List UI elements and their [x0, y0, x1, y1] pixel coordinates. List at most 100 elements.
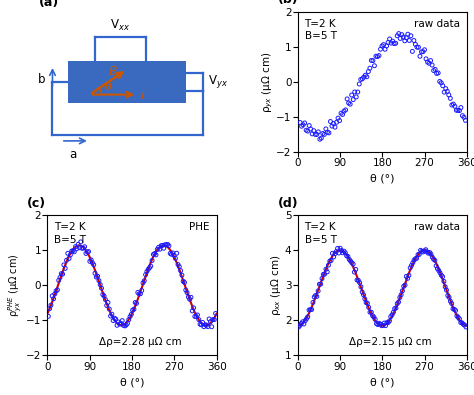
Point: [458, 320, 466, 326]
Point: [92, 274, 100, 280]
Point: [375, 320, 383, 326]
Point: [426, 249, 433, 256]
Point: [332, 248, 340, 255]
Text: T=2 K
B=5 T: T=2 K B=5 T: [54, 222, 86, 245]
Point: [313, 293, 320, 299]
Point: [414, 252, 422, 258]
Point: [164, 241, 172, 248]
Point: [396, 35, 404, 41]
Point: [386, 318, 393, 324]
Point: [296, 322, 304, 329]
Point: [52, 288, 60, 294]
Point: [108, 311, 116, 317]
Point: [104, 299, 112, 306]
Point: [456, 316, 463, 322]
Point: [328, 257, 335, 263]
Point: [418, 248, 426, 254]
Point: [342, 250, 349, 256]
Point: [440, 89, 448, 95]
Point: [397, 292, 405, 298]
Point: [374, 53, 381, 60]
Point: [440, 278, 448, 284]
Point: [305, 307, 313, 313]
Point: [309, 131, 316, 137]
Point: [381, 320, 388, 326]
Point: [298, 320, 305, 327]
Point: [319, 130, 327, 137]
Point: [461, 322, 468, 328]
Point: [438, 80, 445, 86]
Point: [210, 316, 218, 323]
Point: [89, 260, 96, 266]
Point: [408, 262, 415, 269]
Point: [309, 299, 317, 306]
Point: [207, 318, 214, 325]
Point: [405, 272, 413, 278]
Point: [428, 62, 436, 68]
Point: [401, 282, 409, 288]
Point: [101, 296, 109, 303]
Point: [351, 269, 358, 275]
Point: [62, 265, 69, 271]
Point: [146, 265, 153, 271]
Point: [55, 277, 63, 284]
Point: [135, 291, 143, 297]
Point: [369, 312, 376, 319]
Point: [73, 245, 81, 252]
Point: [418, 49, 425, 55]
Point: [317, 281, 325, 287]
Point: [410, 257, 418, 263]
Point: [384, 320, 392, 326]
Point: [379, 322, 387, 329]
Y-axis label: ρ$^{PHE}_{yx}$ (μΩ cm): ρ$^{PHE}_{yx}$ (μΩ cm): [7, 254, 24, 317]
Text: b: b: [38, 73, 46, 86]
Point: [448, 300, 456, 307]
Point: [301, 318, 309, 324]
Point: [137, 291, 144, 297]
Point: [154, 246, 161, 252]
Point: [116, 321, 123, 327]
Point: [331, 124, 339, 130]
Point: [383, 320, 391, 326]
Point: [113, 322, 121, 329]
Point: [367, 309, 375, 315]
Point: [118, 318, 126, 324]
Point: [393, 301, 401, 307]
Point: [416, 53, 424, 59]
Point: [182, 287, 190, 293]
Point: [355, 277, 362, 284]
Point: [130, 306, 138, 312]
Point: [63, 257, 70, 263]
Point: [419, 249, 427, 255]
Y-axis label: ρ$_{yx}$ (μΩ cm): ρ$_{yx}$ (μΩ cm): [260, 51, 275, 113]
Point: [425, 250, 432, 256]
Point: [366, 65, 374, 71]
Point: [325, 262, 332, 268]
Point: [45, 313, 52, 320]
Point: [447, 298, 454, 305]
Point: [316, 136, 324, 142]
Point: [371, 62, 378, 69]
Point: [120, 322, 128, 329]
Point: [365, 304, 373, 310]
Point: [148, 257, 156, 263]
Point: [376, 321, 384, 327]
Point: [416, 251, 423, 258]
Point: [121, 323, 128, 329]
Point: [413, 255, 420, 261]
Point: [363, 73, 371, 80]
Point: [439, 83, 447, 89]
Point: [368, 57, 375, 64]
Point: [337, 245, 344, 252]
Point: [374, 322, 382, 328]
Point: [415, 44, 422, 51]
Point: [424, 59, 431, 65]
Point: [170, 252, 178, 259]
Point: [346, 101, 354, 107]
Text: (b): (b): [277, 0, 298, 6]
Point: [340, 108, 348, 114]
Point: [78, 245, 86, 252]
Point: [318, 135, 325, 141]
Point: [91, 270, 99, 276]
Point: [183, 290, 191, 296]
